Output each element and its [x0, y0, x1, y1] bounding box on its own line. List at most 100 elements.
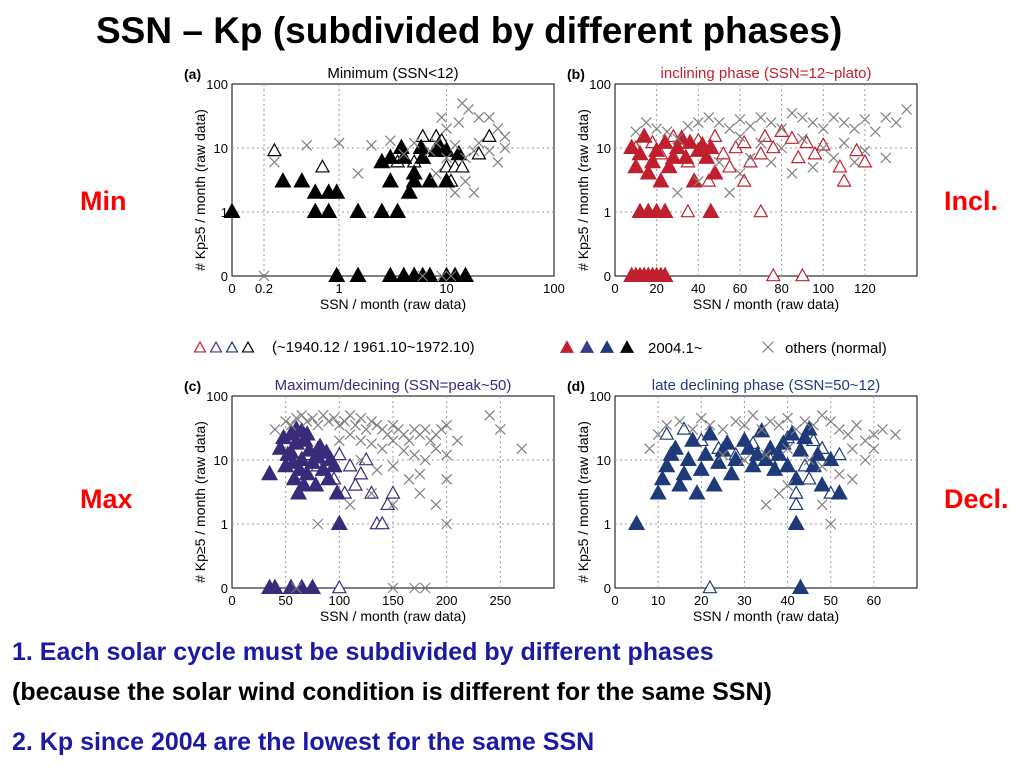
data-point [660, 157, 678, 174]
data-point [366, 438, 377, 450]
data-point [799, 134, 815, 149]
series-x [258, 97, 511, 282]
x-tick-label: 250 [489, 593, 511, 608]
data-point [333, 137, 345, 149]
y-tick-label: 100 [206, 389, 228, 404]
data-point [301, 416, 313, 427]
data-point [436, 112, 448, 123]
x-tick-label: 40 [691, 281, 705, 296]
data-point [460, 152, 471, 164]
data-point [715, 145, 731, 160]
data-point [672, 187, 683, 199]
data-point [760, 449, 772, 461]
data-point [640, 117, 652, 128]
data-point [901, 104, 913, 115]
data-point [492, 156, 504, 168]
data-point [405, 164, 423, 180]
data-point [739, 419, 750, 431]
data-point [739, 454, 750, 466]
data-point [791, 578, 810, 594]
y-tick-label: 10 [597, 141, 611, 156]
data-point [414, 488, 426, 499]
data-point [685, 172, 703, 188]
x-tick-label: 50 [823, 593, 837, 608]
data-point [280, 416, 292, 427]
data-point [784, 130, 800, 144]
y-tick-label: 1 [604, 517, 611, 532]
data-point [797, 112, 808, 123]
data-point [373, 202, 391, 218]
data-point [499, 142, 511, 154]
data-point [740, 439, 758, 455]
data-point [877, 424, 888, 435]
panel-title: late declining phase (SSN=50~12) [652, 377, 881, 394]
data-point [755, 137, 767, 149]
panel-title: Maximum/decining (SSN=peak~50) [275, 377, 512, 394]
data-point [649, 484, 667, 500]
chart-panel-4: 0 1 10 100 0 10 20 30 40 50 60 SSN / month (raw dat… [567, 377, 918, 624]
data-point [658, 456, 676, 473]
x-axis-label: SSN / month (raw data) [320, 608, 466, 624]
data-point [773, 419, 785, 431]
data-point [809, 445, 827, 461]
data-point [679, 450, 697, 466]
data-point [347, 477, 363, 491]
data-point [403, 435, 415, 447]
y-axis-label: # Kp≥5 / month (raw data) [575, 421, 591, 583]
data-point [765, 267, 781, 282]
data-point [331, 446, 347, 461]
data-point [258, 270, 270, 282]
data-point [807, 161, 819, 173]
data-point [376, 443, 388, 455]
data-point [753, 203, 769, 218]
data-point [695, 412, 707, 424]
data-point [710, 453, 728, 469]
data-point [409, 582, 420, 594]
data-point [702, 579, 718, 594]
panel-label: (b) [567, 66, 585, 82]
chart-panel-1: 0 1 10 100 0 0.2 1 10 100 SSN / month (raw data) #… [184, 65, 565, 312]
data-point [668, 138, 687, 154]
data-point [387, 460, 399, 472]
data-point [395, 266, 413, 282]
data-point [441, 473, 453, 485]
data-point [271, 439, 289, 455]
data-point [409, 449, 420, 461]
note-2: (because the solar wind condition is dif… [12, 678, 772, 706]
data-point [849, 142, 865, 157]
data-point [295, 476, 313, 492]
data-point [652, 172, 670, 188]
series-filled-triangle [623, 127, 724, 282]
x-tick-label: 60 [733, 281, 747, 296]
data-point [713, 156, 725, 168]
data-point [643, 152, 662, 169]
data-point [349, 202, 367, 218]
data-point [713, 117, 725, 128]
chart-figure: (~1940.12 / 1961.10~1972.10) 2004.1~ oth… [184, 65, 918, 624]
data-point [701, 425, 719, 441]
data-point [366, 416, 377, 427]
data-point [284, 453, 302, 469]
data-point [630, 126, 642, 138]
data-point [661, 126, 673, 138]
data-point [373, 152, 391, 169]
data-point [314, 159, 330, 173]
data-point [787, 514, 805, 530]
data-point [266, 142, 282, 157]
legend: (~1940.12 / 1961.10~1972.10) 2004.1~ oth… [193, 339, 887, 357]
page-title: SSN – Kp (subdivided by different phases… [96, 10, 843, 51]
x-tick-label: 60 [867, 593, 881, 608]
data-point [734, 131, 746, 143]
data-point [782, 443, 793, 455]
data-point [344, 499, 356, 511]
data-point [387, 499, 399, 511]
series-open-triangle [628, 123, 873, 282]
data-point [724, 123, 735, 135]
legend-filled-triangle [559, 340, 575, 353]
y-tick-label: 100 [206, 77, 228, 92]
data-point [355, 412, 367, 424]
data-point [364, 485, 380, 499]
data-point [441, 518, 453, 530]
data-point [298, 425, 316, 441]
x-axis-label: SSN / month (raw data) [320, 296, 466, 312]
